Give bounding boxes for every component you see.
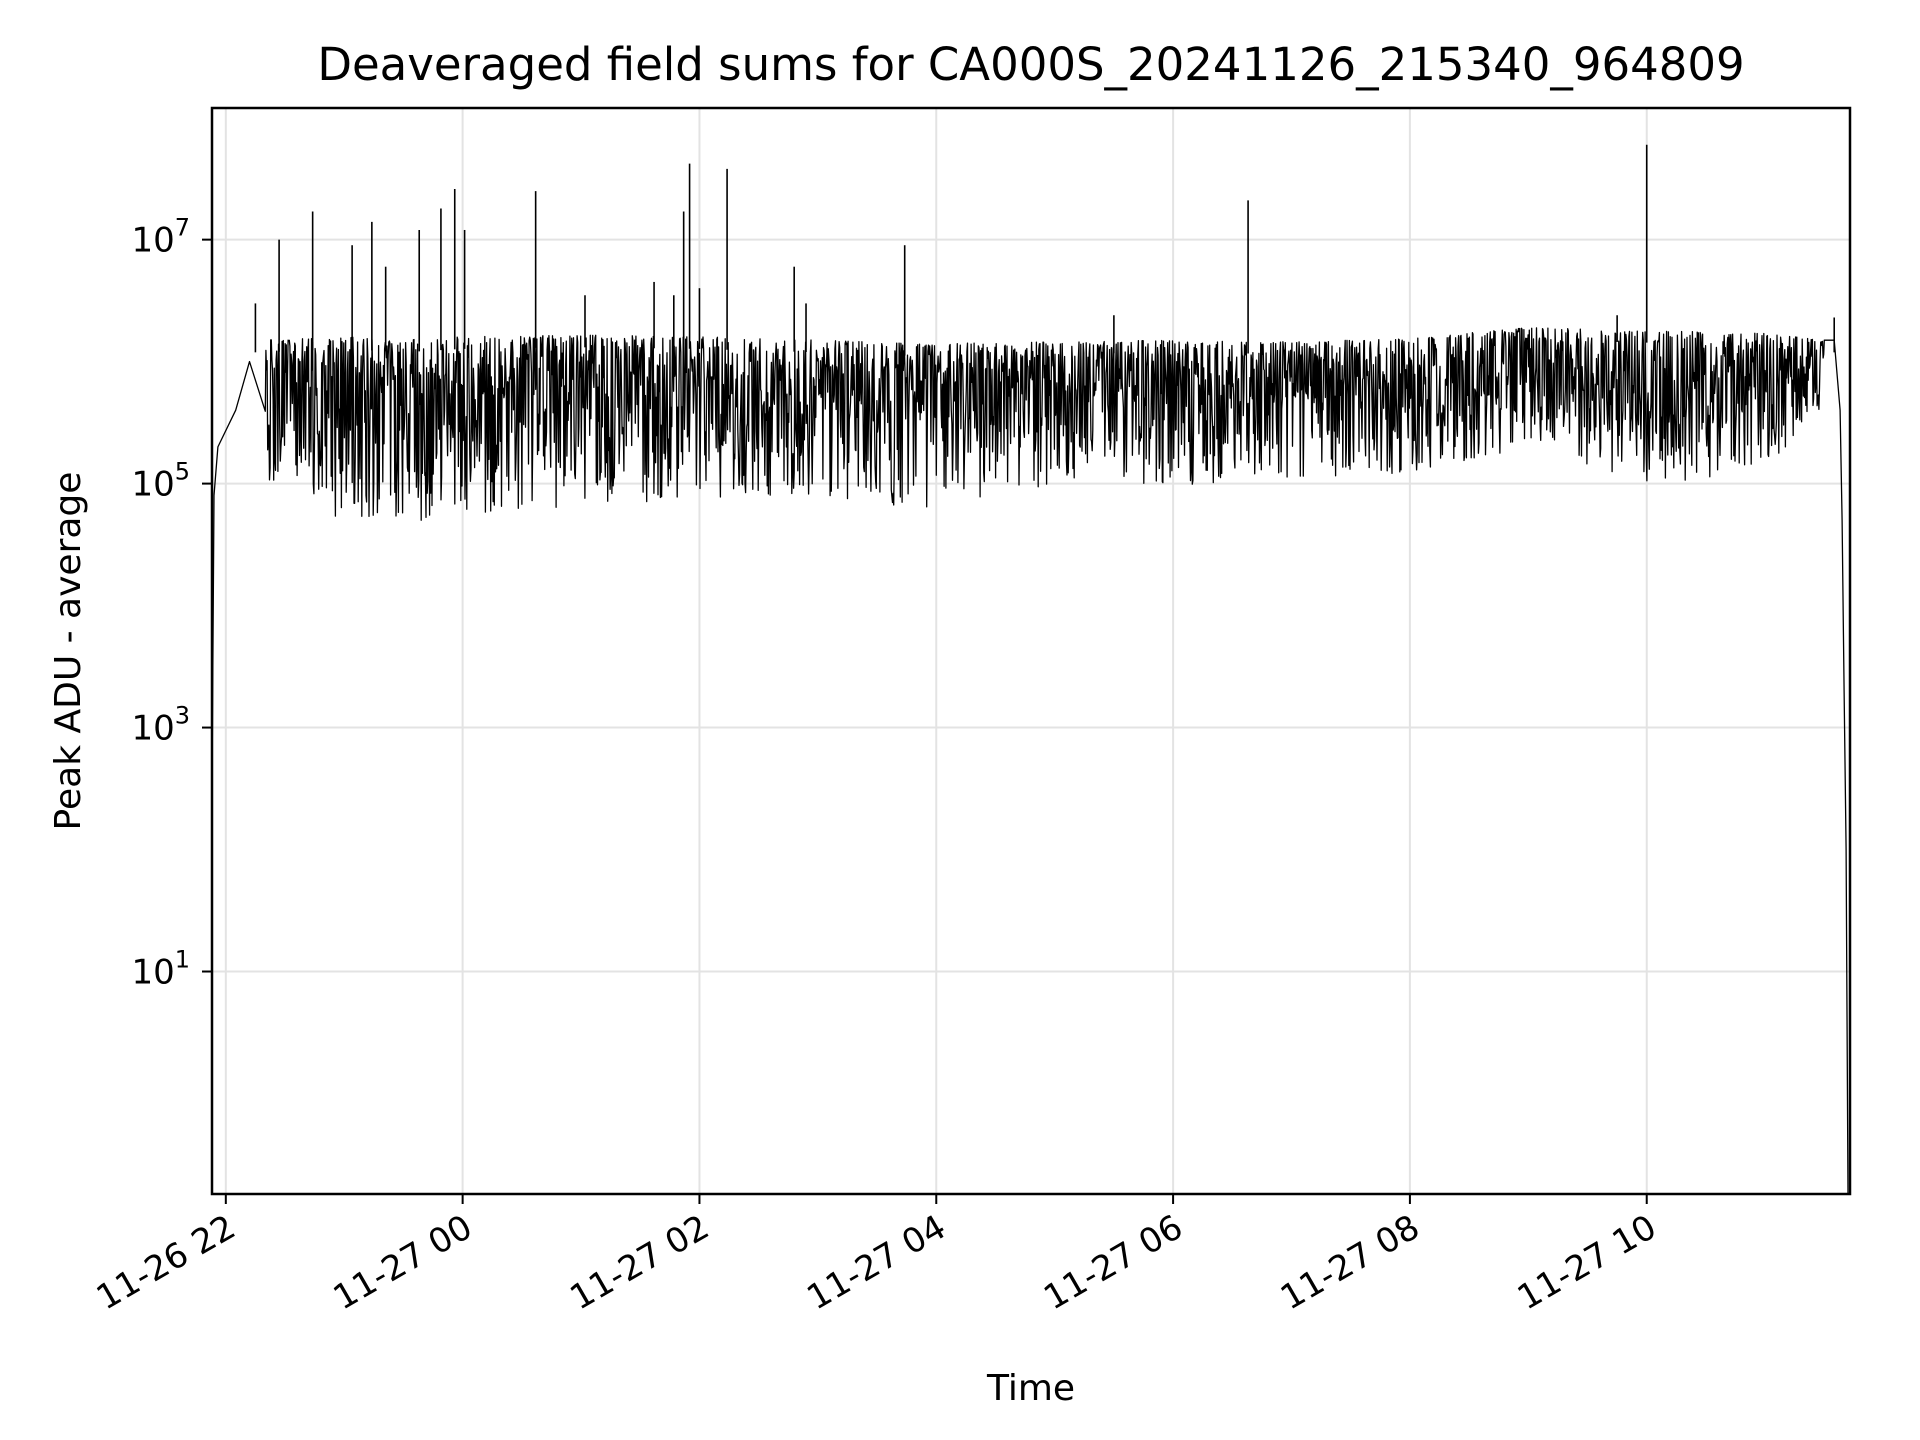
y-tick-base: 10 [131, 709, 174, 749]
y-tick-base: 10 [131, 953, 174, 993]
series-group [211, 144, 1849, 1195]
y-tick-base: 10 [131, 221, 174, 261]
y-tick-exponent: 5 [175, 458, 190, 486]
chart-title: Deaveraged field sums for CA000S_2024112… [317, 38, 1744, 91]
series-line [211, 327, 1849, 1195]
y-tick-exponent: 1 [175, 946, 190, 974]
y-tick-exponent: 3 [175, 702, 190, 730]
y-axis-label: Peak ADU - average [48, 472, 89, 831]
y-tick-exponent: 7 [175, 214, 190, 242]
plot-frame [210, 106, 1852, 1196]
y-tick-base: 10 [131, 465, 174, 505]
x-axis-label: Time [986, 1368, 1075, 1409]
y-tick-label: 107 [131, 214, 190, 261]
y-tick-label: 101 [131, 946, 190, 993]
y-tick-label: 105 [131, 458, 190, 505]
y-tick-label: 103 [131, 702, 190, 749]
